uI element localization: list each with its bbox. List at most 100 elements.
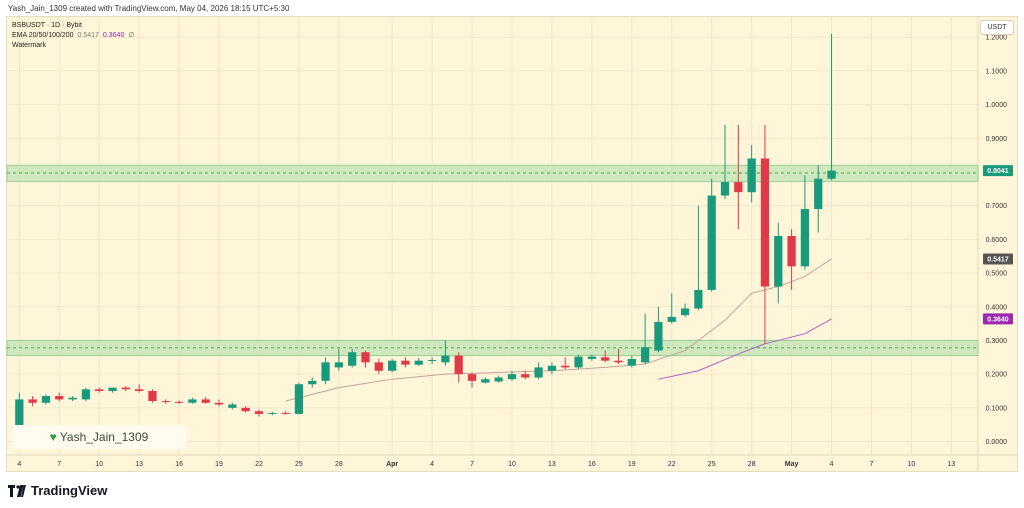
candle-down bbox=[374, 362, 383, 371]
candle-up bbox=[348, 352, 357, 366]
candle-down bbox=[161, 401, 170, 403]
candle-up bbox=[800, 209, 810, 267]
x-tick-label: 22 bbox=[668, 461, 676, 468]
candle-up bbox=[308, 380, 317, 385]
footer-brand: TradingView bbox=[31, 482, 108, 498]
candle-down bbox=[95, 389, 104, 391]
candle-down bbox=[201, 399, 210, 403]
ema-label: EMA 20/50/100/200 bbox=[12, 32, 74, 39]
chart-header-text: Yash_Jain_1309 created with TradingView.… bbox=[8, 4, 290, 13]
x-tick-label: 4 bbox=[430, 461, 434, 468]
candle-up bbox=[494, 377, 503, 382]
x-tick-label: 10 bbox=[908, 461, 916, 468]
candle-up bbox=[388, 360, 397, 371]
candle-down bbox=[254, 411, 264, 414]
candle-down bbox=[361, 352, 370, 363]
y-tick-label: 0.3000 bbox=[986, 338, 1008, 345]
candle-up bbox=[228, 404, 237, 408]
price-label-text: 0.3640 bbox=[987, 316, 1009, 323]
candle-up bbox=[294, 384, 304, 414]
y-tick-label: 0.2000 bbox=[986, 372, 1008, 379]
x-tick-label: 16 bbox=[175, 461, 183, 468]
candle-down bbox=[614, 360, 623, 363]
candle-down bbox=[787, 236, 796, 267]
candle-up bbox=[720, 182, 730, 196]
x-tick-label: 28 bbox=[748, 461, 756, 468]
candle-up bbox=[15, 399, 24, 430]
x-tick-label: 19 bbox=[628, 461, 636, 468]
candle-up bbox=[574, 356, 583, 368]
candle-up bbox=[507, 374, 517, 380]
candle-up bbox=[547, 365, 557, 371]
candle-down bbox=[214, 402, 224, 405]
candle-up bbox=[680, 308, 690, 316]
currency-button[interactable]: USDT bbox=[980, 20, 1014, 35]
ema-legend-row: EMA 20/50/100/200 0.5417 0.3640 ∅ bbox=[12, 31, 134, 41]
candle-up bbox=[694, 289, 703, 309]
symbol-label: BSBUSDT · 1D · Bybit bbox=[12, 22, 82, 29]
candle-up bbox=[481, 379, 490, 383]
candle-up bbox=[640, 347, 650, 363]
candle-up bbox=[627, 358, 636, 366]
candle-down bbox=[281, 412, 290, 414]
ema50-line bbox=[658, 318, 832, 380]
ema20-line bbox=[285, 258, 832, 402]
candle-up bbox=[707, 195, 716, 290]
x-tick-label: 4 bbox=[17, 461, 21, 468]
x-tick-label: 13 bbox=[548, 461, 556, 468]
candle-down bbox=[55, 396, 64, 400]
ema-null-value: ∅ bbox=[128, 32, 135, 39]
x-tick-label: 25 bbox=[295, 461, 303, 468]
candle-up bbox=[667, 316, 676, 322]
x-tick-label: 13 bbox=[135, 461, 143, 468]
candle-up bbox=[414, 360, 423, 365]
green-heart-icon: ♥ bbox=[49, 430, 57, 444]
candle-up bbox=[81, 389, 91, 400]
candle-down bbox=[760, 158, 770, 287]
x-tick-label: Apr bbox=[386, 461, 398, 468]
candle-up bbox=[774, 236, 783, 287]
price-label-text: 0.5417 bbox=[987, 257, 1009, 264]
candle-down bbox=[521, 374, 530, 378]
candle-up bbox=[441, 355, 450, 363]
y-tick-label: 0.4000 bbox=[986, 304, 1008, 311]
candle-down bbox=[401, 360, 410, 365]
candle-down bbox=[454, 355, 463, 375]
ema20-value: 0.5417 bbox=[77, 32, 99, 39]
candle-down bbox=[467, 374, 477, 381]
tradingview-footer[interactable]: TradingView bbox=[8, 482, 107, 498]
x-tick-label: 7 bbox=[57, 461, 61, 468]
watermark-box: ♥ Yash_Jain_1309 bbox=[12, 425, 186, 449]
candle-up bbox=[814, 178, 823, 210]
x-tick-label: 19 bbox=[215, 461, 223, 468]
price-label-box bbox=[983, 165, 1013, 177]
candle-up bbox=[427, 359, 437, 361]
x-tick-label: 28 bbox=[335, 461, 343, 468]
candle-up bbox=[68, 397, 77, 400]
candle-up bbox=[654, 321, 663, 351]
candle-up bbox=[534, 367, 543, 378]
candle-down bbox=[561, 365, 570, 368]
candle-down bbox=[121, 387, 130, 390]
y-tick-label: 1.0000 bbox=[986, 102, 1008, 109]
y-tick-label: 0.7000 bbox=[986, 203, 1008, 210]
chart-legend: BSBUSDT · 1D · Bybit EMA 20/50/100/200 0.… bbox=[12, 21, 134, 51]
watermark-legend-label: Watermark bbox=[12, 42, 46, 49]
candle-down bbox=[174, 401, 184, 403]
x-tick-label: May bbox=[785, 461, 799, 468]
ema50-value: 0.3640 bbox=[102, 32, 125, 39]
price-label-text: 0.8041 bbox=[987, 168, 1009, 175]
y-tick-label: 1.2000 bbox=[986, 35, 1008, 42]
y-tick-label: 1.1000 bbox=[986, 68, 1008, 75]
x-tick-label: 25 bbox=[708, 461, 716, 468]
watermark-text: Yash_Jain_1309 bbox=[59, 430, 149, 444]
x-tick-label: 10 bbox=[508, 461, 516, 468]
candle-up bbox=[747, 158, 756, 193]
price-label-box bbox=[983, 313, 1013, 325]
candle-up bbox=[827, 170, 836, 179]
candle-up bbox=[268, 412, 277, 414]
x-tick-label: 4 bbox=[830, 461, 834, 468]
x-tick-label: 10 bbox=[95, 461, 103, 468]
candle-up bbox=[41, 396, 51, 403]
